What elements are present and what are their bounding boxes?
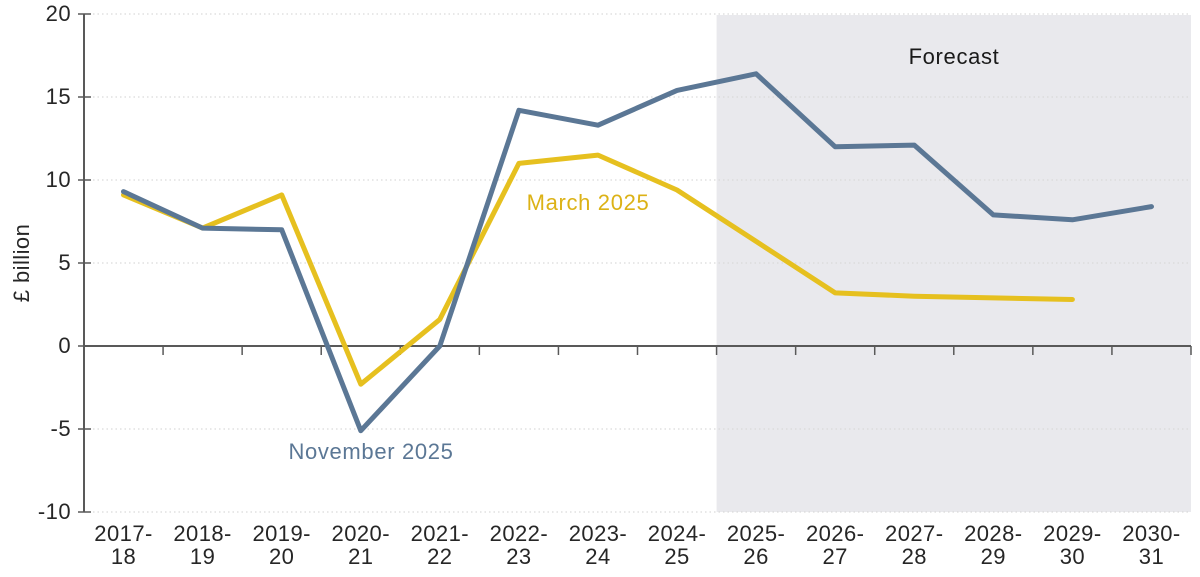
y-tick-label: 15 [45, 84, 71, 109]
x-tick-label: 2028- 29 [964, 521, 1023, 569]
x-tick-label: 2025- 26 [726, 521, 786, 569]
y-tick-label: 5 [58, 250, 71, 275]
y-tick-label: 20 [45, 1, 71, 26]
y-tick-label: 10 [45, 167, 71, 192]
y-tick-label: -10 [37, 499, 71, 524]
series-label-november-2025: November 2025 [288, 439, 454, 464]
y-tick-label: -5 [50, 416, 71, 441]
x-tick-label: 2022- 23 [489, 521, 549, 569]
x-tick-label: 2017- 18 [94, 521, 153, 569]
x-tick-label: 2027- 28 [885, 521, 944, 569]
x-tick-label: 2030- 31 [1122, 521, 1181, 569]
series-line-november-2025 [121, 71, 1154, 434]
x-tick-label: 2024- 25 [647, 521, 707, 569]
forecast-region-label: Forecast [908, 44, 1000, 69]
x-tick-label: 2023- 24 [568, 521, 628, 569]
x-tick-label: 2019- 20 [252, 521, 311, 569]
x-tick-label: 2026- 27 [805, 521, 865, 569]
y-tick-label: 0 [58, 333, 71, 358]
x-tick-label: 2029- 30 [1043, 521, 1102, 569]
series-line-march-2025 [121, 152, 1075, 387]
series-label-march-2025: March 2025 [526, 190, 650, 215]
x-tick-label: 2020- 21 [331, 521, 390, 569]
x-tick-label: 2021- 22 [410, 521, 470, 569]
x-tick-label: 2018- 19 [173, 521, 232, 569]
